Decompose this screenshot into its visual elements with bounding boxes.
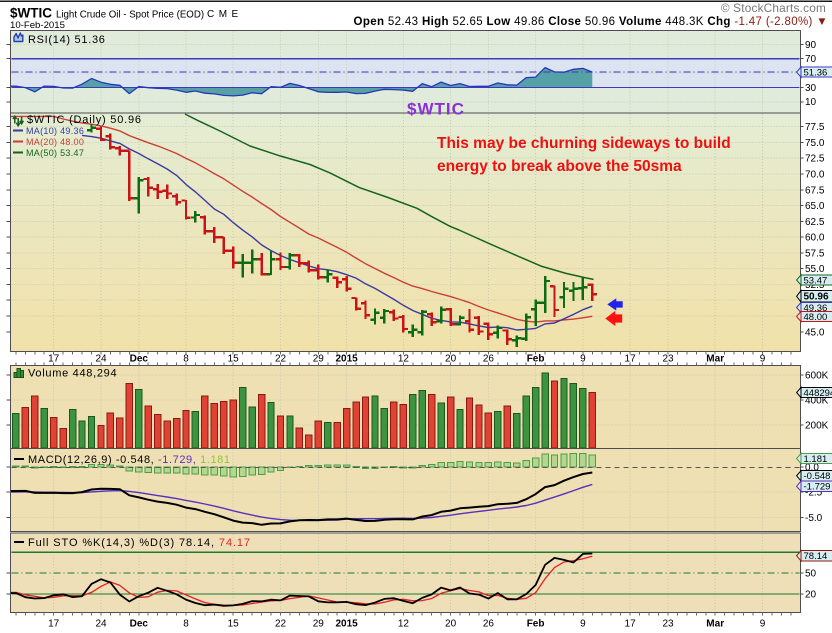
svg-text:-2.5: -2.5 [805,488,823,499]
svg-text:15: 15 [228,619,240,630]
svg-text:51.36: 51.36 [804,68,828,79]
svg-text:17: 17 [625,354,637,365]
svg-text:22: 22 [275,619,287,630]
svg-text:23: 23 [662,619,674,630]
svg-text:This may be churning sideways: This may be churning sideways to build [437,135,731,152]
svg-text:Dec: Dec [130,619,149,630]
svg-text:9: 9 [580,619,586,630]
svg-text:Feb: Feb [527,354,545,365]
svg-text:20: 20 [445,619,457,630]
svg-text:Mar: Mar [706,619,724,630]
svg-text:12: 12 [398,354,410,365]
svg-text:30: 30 [805,83,817,94]
svg-text:57.5: 57.5 [805,248,825,259]
svg-text:MA(10) 49.36: MA(10) 49.36 [26,126,84,136]
svg-text:20: 20 [445,354,457,365]
svg-text:17: 17 [48,619,60,630]
svg-text:22: 22 [275,354,287,365]
svg-text:600K: 600K [805,370,829,381]
svg-text:65.0: 65.0 [805,201,825,212]
svg-text:10-Feb-2015: 10-Feb-2015 [10,20,65,31]
svg-text:Volume 448,294: Volume 448,294 [28,368,117,380]
svg-text:29: 29 [313,354,325,365]
svg-text:Mar: Mar [706,354,724,365]
svg-text:© StockCharts.com: © StockCharts.com [721,1,826,15]
svg-text:$WTIC (Daily) 50.96: $WTIC (Daily) 50.96 [27,114,142,126]
svg-text:1.181: 1.181 [804,454,828,465]
svg-text:CME: CME [207,9,243,20]
svg-text:Feb: Feb [527,619,545,630]
svg-text:0.0: 0.0 [805,463,819,474]
svg-text:62.5: 62.5 [805,217,825,228]
svg-text:Light Crude Oil - Spot Price (: Light Crude Oil - Spot Price (EOD) [56,10,204,21]
svg-text:72.5: 72.5 [805,154,825,165]
svg-text:MACD(12,26,9) -0.548, -1.729,: MACD(12,26,9) -0.548, -1.729, 1.181 [28,454,231,466]
svg-text:2015: 2015 [335,619,358,630]
svg-text:75.0: 75.0 [805,138,825,149]
svg-text:9: 9 [760,354,766,365]
svg-text:70: 70 [805,54,817,65]
svg-text:MA(50) 53.47: MA(50) 53.47 [26,148,84,158]
svg-text:45.0: 45.0 [805,327,825,338]
svg-text:55.0: 55.0 [805,264,825,275]
svg-text:78.14: 78.14 [804,551,828,562]
svg-text:70.0: 70.0 [805,170,825,181]
svg-text:448294: 448294 [804,388,832,399]
svg-text:-5.0: -5.0 [805,513,823,524]
svg-text:-1.729: -1.729 [804,482,831,493]
svg-text:Dec: Dec [130,354,149,365]
svg-text:60.0: 60.0 [805,233,825,244]
svg-text:9: 9 [760,619,766,630]
svg-text:15: 15 [228,354,240,365]
svg-text:23: 23 [662,354,674,365]
svg-text:77.5: 77.5 [805,122,825,133]
svg-text:8: 8 [183,619,189,630]
svg-text:90: 90 [805,40,817,51]
svg-text:10: 10 [805,97,817,108]
svg-text:20: 20 [805,590,817,601]
svg-text:Open 52.43 High 52.65 Low 49.8: Open 52.43 High 52.65 Low 49.86 Close 50… [354,16,828,28]
svg-text:9: 9 [580,354,586,365]
svg-text:50.96: 50.96 [804,292,829,303]
svg-text:26: 26 [483,354,495,365]
svg-text:12: 12 [398,619,410,630]
svg-text:RSI(14) 51.36: RSI(14) 51.36 [28,34,106,46]
svg-text:48.00: 48.00 [804,312,828,323]
svg-text:energy to break above the 50sm: energy to break above the 50sma [437,158,682,175]
svg-text:MA(20) 48.00: MA(20) 48.00 [26,137,84,147]
svg-text:49.36: 49.36 [804,303,828,314]
svg-text:17: 17 [625,619,637,630]
svg-text:$WTIC: $WTIC [407,100,465,119]
svg-text:$WTIC: $WTIC [10,6,52,21]
svg-text:-0.548: -0.548 [804,471,831,482]
svg-text:53.47: 53.47 [804,275,828,286]
svg-text:24: 24 [95,354,107,365]
svg-text:29: 29 [313,619,325,630]
svg-text:400K: 400K [805,395,829,406]
svg-text:17: 17 [48,354,60,365]
svg-text:Full STO %K(14,3) %D(3) 78.14,: Full STO %K(14,3) %D(3) 78.14, 74.17 [28,537,251,549]
svg-text:26: 26 [483,619,495,630]
svg-text:24: 24 [95,619,107,630]
svg-text:200K: 200K [805,420,829,431]
svg-text:67.5: 67.5 [805,185,825,196]
svg-text:8: 8 [183,354,189,365]
svg-text:2015: 2015 [335,354,358,365]
svg-text:50: 50 [805,569,817,580]
